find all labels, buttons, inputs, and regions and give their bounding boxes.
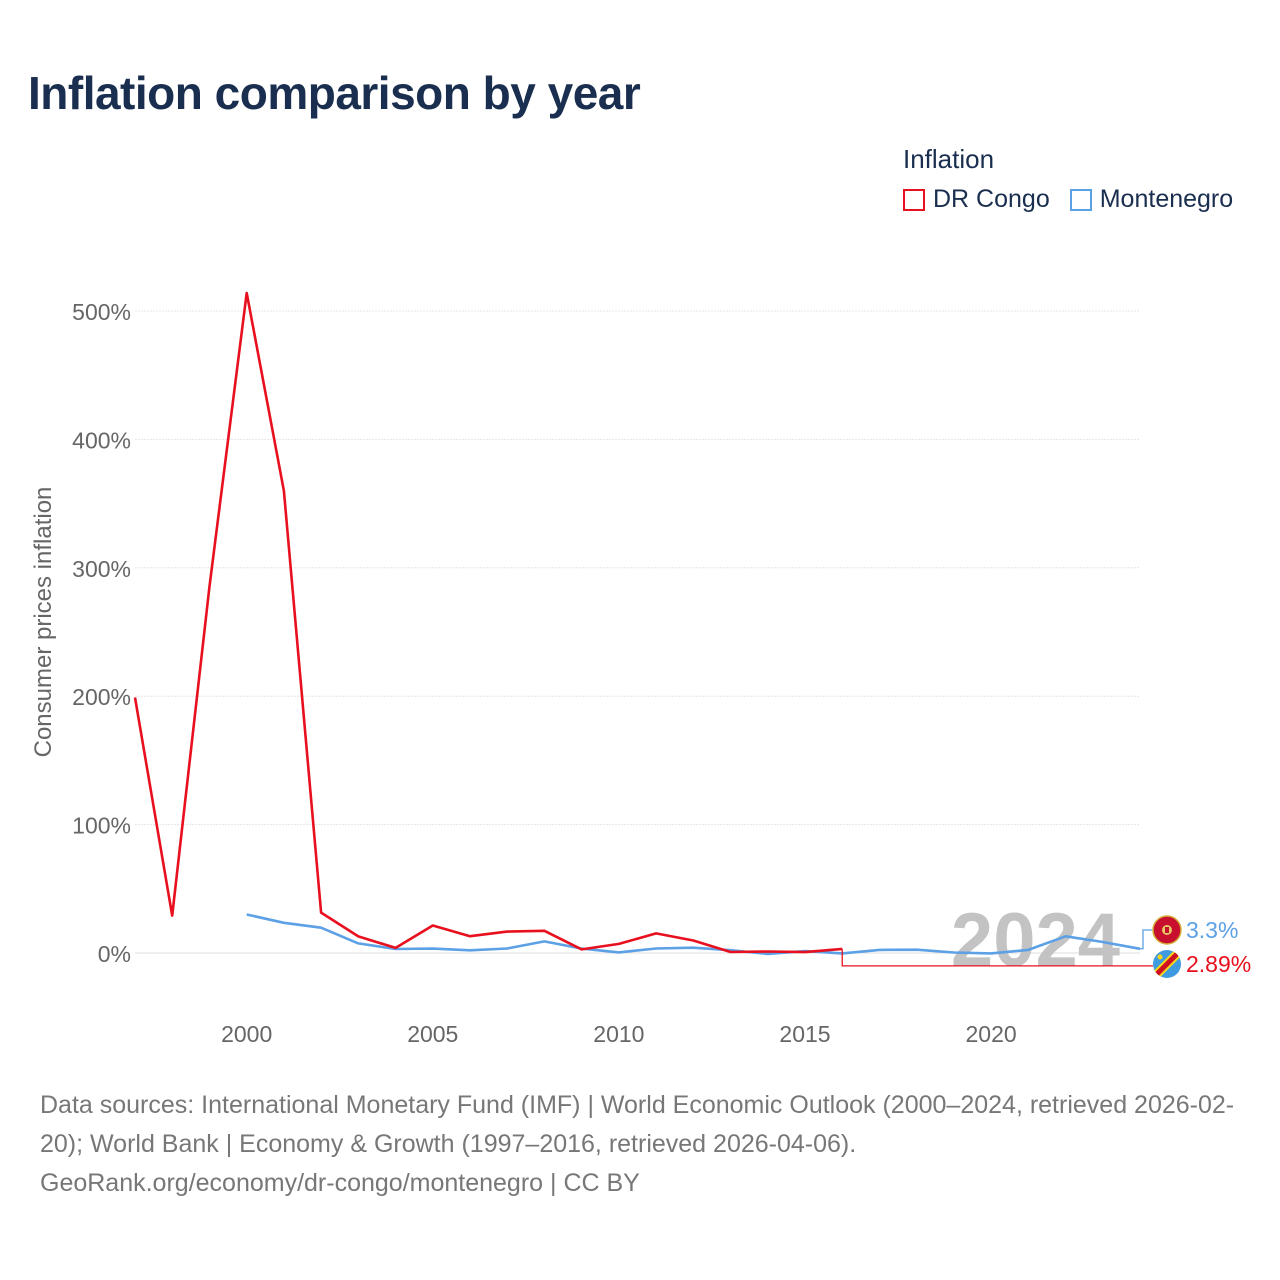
legend: Inflation DR Congo Montenegro — [903, 144, 1233, 214]
axes: 0% 100% 200% 300% 400% 500% 2000 2005 2010 2015 20… — [30, 299, 1017, 1047]
data-point-dr-congo — [318, 910, 324, 916]
data-point-montenegro — [653, 946, 659, 952]
data-point-dr-congo — [206, 584, 212, 590]
data-point-montenegro — [1100, 939, 1106, 945]
flag-emblem-center — [1165, 927, 1169, 933]
flag-star — [1157, 954, 1163, 960]
data-point-dr-congo — [802, 949, 808, 955]
data-point-montenegro — [355, 940, 361, 946]
legend-swatch-dr-congo — [903, 188, 925, 211]
data-point-montenegro — [244, 911, 250, 917]
legend-label-montenegro: Montenegro — [1099, 185, 1234, 213]
x-tick-label: 2010 — [593, 1021, 644, 1047]
y-tick-label: 300% — [72, 556, 131, 582]
legend-title: Inflation — [903, 144, 995, 174]
data-point-montenegro — [988, 950, 994, 956]
connector-dr-congo — [841, 948, 1153, 967]
flag-icon-montenegro — [1152, 915, 1182, 945]
chart-title: Inflation comparison by year — [28, 67, 641, 119]
data-point-dr-congo — [430, 923, 436, 929]
x-tick-label: 2000 — [221, 1021, 272, 1047]
data-point-montenegro — [690, 945, 696, 951]
data-point-dr-congo — [541, 928, 547, 934]
data-point-dr-congo — [467, 933, 473, 939]
line-chart: 2024 3.3%2.89% 0%100%200%300%400%500%200… — [30, 290, 1251, 1047]
legend-item-montenegro[interactable]: Montenegro — [1069, 185, 1234, 214]
connector-montenegro — [1140, 929, 1152, 950]
data-point-montenegro — [281, 920, 287, 926]
data-point-dr-congo — [132, 694, 138, 700]
data-point-montenegro — [430, 946, 436, 952]
data-point-dr-congo — [504, 929, 510, 935]
end-label-montenegro: 3.3% — [1186, 917, 1238, 943]
attribution-line[interactable]: GeoRank.org/economy/dr-congo/montenegro … — [40, 1169, 640, 1197]
data-point-dr-congo — [355, 933, 361, 939]
data-point-montenegro — [318, 925, 324, 931]
y-tick-label: 100% — [72, 813, 131, 839]
data-point-montenegro — [914, 947, 920, 953]
x-tick-label: 2015 — [779, 1021, 830, 1047]
y-tick-label: 0% — [98, 941, 131, 967]
data-point-montenegro — [951, 949, 957, 955]
y-axis-title: Consumer prices inflation — [30, 487, 57, 758]
series-line-dr-congo — [133, 291, 843, 954]
x-tick-label: 2020 — [966, 1021, 1017, 1047]
data-point-montenegro — [1063, 933, 1069, 939]
data-point-dr-congo — [616, 941, 622, 947]
legend-label-dr-congo: DR Congo — [933, 185, 1050, 213]
gridlines — [135, 310, 1140, 954]
end-markers: 3.3% 2.89% — [841, 915, 1251, 978]
data-sources: Data sources: International Monetary Fun… — [40, 1086, 1250, 1203]
data-point-dr-congo — [728, 949, 734, 955]
y-tick-label: 400% — [72, 427, 131, 453]
data-point-montenegro — [876, 947, 882, 953]
legend-item-dr-congo[interactable]: DR Congo — [903, 185, 1050, 214]
data-point-montenegro — [504, 946, 510, 952]
data-point-dr-congo — [281, 488, 287, 494]
data-point-montenegro — [1025, 947, 1031, 953]
data-point-montenegro — [541, 938, 547, 944]
data-point-montenegro — [616, 949, 622, 955]
data-point-dr-congo — [244, 290, 250, 296]
data-point-dr-congo — [653, 930, 659, 936]
data-point-dr-congo — [765, 948, 771, 954]
legend-swatch-montenegro — [1069, 188, 1092, 211]
data-point-montenegro — [467, 947, 473, 953]
series-lines — [132, 290, 1141, 956]
x-tick-label: 2005 — [407, 1021, 458, 1047]
data-point-dr-congo — [579, 946, 585, 952]
y-tick-label: 500% — [72, 299, 131, 325]
y-tick-label: 200% — [72, 684, 131, 710]
sources-line: Data sources: International Monetary Fun… — [40, 1091, 1235, 1158]
data-point-dr-congo — [393, 945, 399, 951]
flag-icon-dr-congo — [1153, 950, 1181, 978]
data-point-dr-congo — [169, 913, 175, 919]
data-point-dr-congo — [690, 938, 696, 944]
end-label-dr-congo: 2.89% — [1186, 951, 1251, 977]
